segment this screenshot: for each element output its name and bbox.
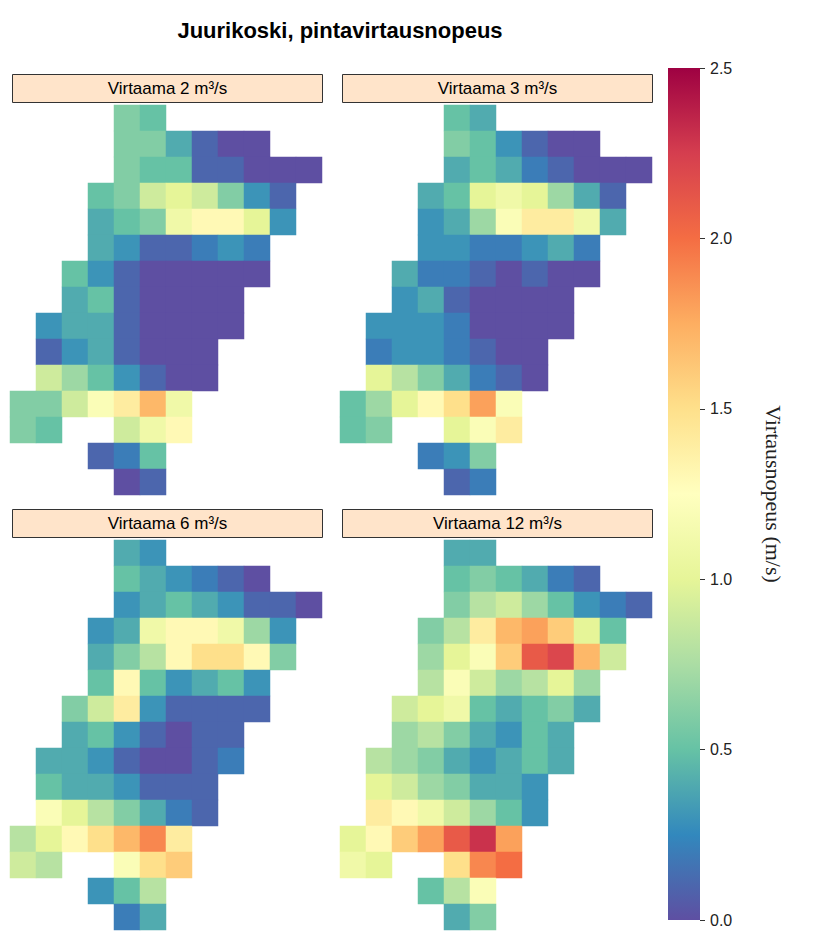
svg-text:Virtaama 3 m³/s: Virtaama 3 m³/s (438, 79, 558, 98)
svg-text:Juurikoski, pintavirtausnopeus: Juurikoski, pintavirtausnopeus (177, 18, 502, 43)
svg-text:2.0: 2.0 (710, 230, 732, 247)
svg-text:Virtausnopeus (m/s): Virtausnopeus (m/s) (761, 405, 786, 583)
svg-text:0.0: 0.0 (710, 912, 732, 929)
svg-text:0.5: 0.5 (710, 741, 732, 758)
svg-text:1.0: 1.0 (710, 571, 732, 588)
svg-text:Virtaama 12 m³/s: Virtaama 12 m³/s (433, 514, 562, 533)
svg-text:2.5: 2.5 (710, 60, 732, 77)
svg-text:Virtaama 6 m³/s: Virtaama 6 m³/s (108, 514, 228, 533)
svg-text:1.5: 1.5 (710, 400, 732, 417)
svg-text:Virtaama 2 m³/s: Virtaama 2 m³/s (108, 79, 228, 98)
